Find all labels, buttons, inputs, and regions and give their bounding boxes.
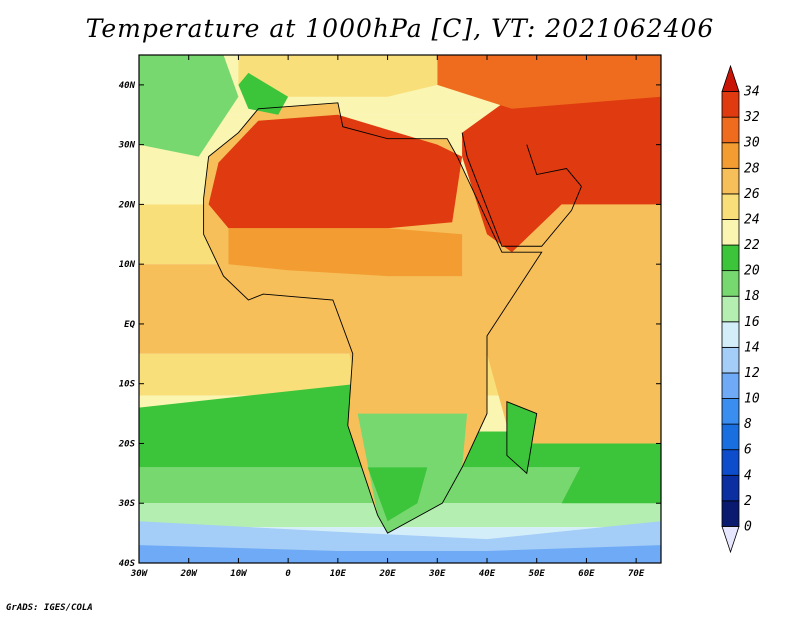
y-tick-label: 10S	[119, 380, 136, 390]
colorbar-swatch	[721, 321, 740, 348]
y-tick-label: 20N	[118, 200, 136, 210]
africa-coastline	[203, 102, 543, 534]
madagascar-coastline	[506, 400, 538, 475]
indian-ocean-warm	[487, 174, 661, 444]
colorbar-swatch	[721, 372, 740, 399]
colorbar-label: 22	[744, 238, 760, 253]
x-tick-label: 30E	[428, 569, 446, 579]
x-tick-label: 10E	[330, 569, 347, 579]
central-africa	[337, 294, 463, 414]
southern-ocean-colder	[139, 545, 661, 563]
x-tick-label: 30W	[130, 569, 149, 579]
colorbar-swatch	[721, 346, 740, 374]
north-atlantic-cool-patch	[139, 55, 239, 157]
x-tick-label: 10W	[230, 569, 248, 579]
colorbar-label: 2	[744, 494, 752, 509]
colorbar-swatch	[721, 167, 740, 195]
colorbar-swatch	[721, 449, 740, 476]
colorbar-swatch	[721, 219, 740, 246]
sahara-hot	[208, 114, 463, 229]
colorbar-swatch	[721, 116, 740, 144]
colorbar-swatch	[721, 474, 740, 502]
x-tick-label: 40E	[479, 569, 496, 579]
colorbar-label: 14	[744, 340, 760, 355]
south-indian-band	[561, 443, 661, 504]
colorbar-label: 4	[744, 468, 752, 483]
colorbar-swatch	[721, 142, 740, 169]
y-tick-label: 30N	[118, 141, 136, 151]
y-tick-label: 40N	[119, 81, 136, 91]
y-axis: 40N 30N 20N 10N EQ 10S 20S 30S 40S	[118, 81, 661, 569]
sahel	[228, 228, 463, 277]
colorbar-swatch	[721, 244, 740, 272]
sahara-core-hot	[337, 144, 438, 175]
y-tick-label: 40S	[119, 559, 136, 569]
temperature-field	[139, 55, 661, 563]
arabia-coastline	[461, 132, 582, 247]
colorbar-swatch	[721, 398, 740, 425]
colorbar-swatch	[721, 423, 740, 451]
x-tick-label: 60E	[578, 569, 595, 579]
colorbar-label: 26	[744, 187, 760, 202]
y-tick-label: 30S	[118, 499, 136, 509]
colorbar-label: 18	[744, 289, 760, 304]
colorbar-label: 30	[743, 136, 760, 151]
plot-frame	[138, 54, 662, 564]
x-tick-label: 0	[285, 569, 291, 579]
colorbar-max-triangle	[721, 64, 740, 92]
colorbar-swatch	[721, 91, 740, 118]
south-atlantic-band	[139, 383, 358, 444]
colorbar-label: 12	[744, 366, 760, 381]
y-tick-label: EQ	[124, 320, 135, 330]
y-tick-label: 10N	[119, 260, 136, 270]
arabia-hot	[462, 84, 661, 253]
colorbar-swatch	[721, 295, 740, 323]
colorbar-label: 34	[743, 85, 760, 100]
colorbar-label: 20	[744, 264, 760, 279]
iberia-green	[238, 72, 289, 115]
x-tick-label: 50E	[529, 569, 546, 579]
x-tick-label: 70E	[628, 569, 645, 579]
x-tick-label: 20W	[180, 569, 199, 579]
colorbar-swatch	[721, 500, 740, 527]
x-tick-label: 20E	[378, 569, 396, 579]
colorbar-label: 28	[744, 161, 760, 176]
colorbar-swatch	[721, 270, 740, 297]
colorbar-label: 10	[744, 392, 760, 407]
chart-title: Temperature at 1000hPa [C], VT: 20210624…	[85, 14, 715, 43]
northeast-hot	[437, 55, 661, 109]
colorbar-label: 16	[744, 315, 760, 330]
colorbar-label: 8	[744, 417, 752, 432]
colorbar-label: 0	[744, 519, 752, 534]
credit-text: GrADS: IGES/COLA	[6, 603, 93, 613]
colorbar-label: 24	[744, 212, 760, 227]
madagascar	[506, 401, 537, 474]
colorbar-label: 32	[743, 110, 760, 125]
colorbar-label: 6	[744, 443, 752, 458]
colorbar-min-triangle	[721, 526, 740, 554]
southern-europe	[238, 55, 438, 97]
y-tick-label: 20S	[118, 439, 136, 449]
colorbar-swatch	[721, 193, 740, 220]
kalahari	[367, 467, 428, 522]
x-axis: 30W 20W 10W 0 10E 20E 30E 40E 50E 60E 70E	[130, 55, 645, 579]
